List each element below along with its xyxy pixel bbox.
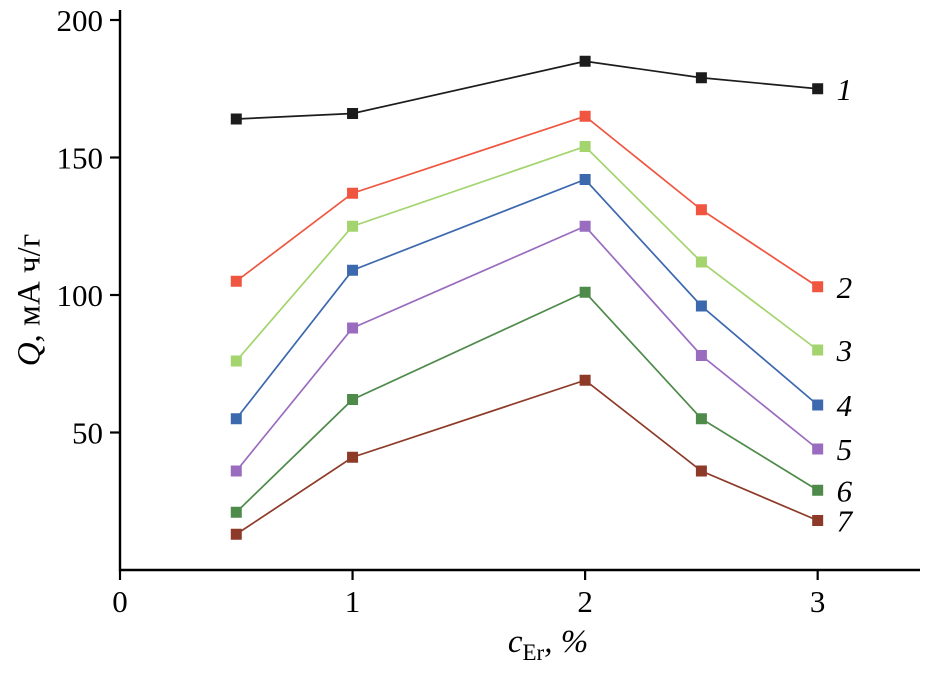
x-tick-label: 2 (577, 584, 593, 619)
y-tick-label: 100 (57, 278, 104, 313)
data-point (812, 443, 824, 455)
x-tick-label: 1 (345, 584, 361, 619)
series-label: 5 (837, 432, 853, 467)
series-line (236, 60, 818, 120)
data-point (579, 55, 591, 67)
data-point (230, 528, 242, 540)
series-label: 2 (837, 270, 853, 305)
series-line (235, 291, 819, 513)
data-point (812, 281, 824, 293)
data-point (347, 220, 359, 232)
series-label: 7 (837, 504, 854, 539)
x-tick-label: 3 (810, 584, 826, 619)
series-line (235, 379, 819, 535)
data-point (347, 394, 359, 405)
series-label: 1 (837, 72, 853, 107)
data-point (347, 264, 359, 276)
y-tick-label: 50 (72, 416, 103, 451)
data-point (579, 374, 591, 386)
data-point (695, 350, 707, 361)
y-tick-label: 150 (57, 141, 104, 176)
data-point (347, 322, 359, 334)
data-point (230, 413, 242, 425)
x-axis-units: , % (544, 624, 589, 661)
data-point (812, 344, 824, 356)
data-point (695, 256, 707, 268)
y-axis-variable: Q (11, 342, 48, 367)
x-axis-subscript: Er (522, 639, 545, 665)
data-point (812, 484, 824, 496)
data-point (230, 355, 242, 367)
data-point (812, 399, 824, 411)
data-point (579, 110, 591, 122)
x-tick-label: 0 (112, 584, 128, 619)
data-point (230, 113, 242, 125)
series-line (235, 225, 819, 472)
data-point (230, 465, 242, 477)
data-point (579, 220, 591, 232)
series-line (235, 145, 819, 362)
x-axis-variable: c (507, 624, 523, 661)
series-label: 3 (836, 333, 853, 368)
data-point (812, 515, 824, 526)
data-point (347, 187, 359, 199)
y-axis-label: Q, мА ч/г (12, 234, 49, 367)
data-point (230, 506, 242, 518)
y-tick-label: 200 (57, 3, 104, 38)
data-point (230, 275, 242, 287)
data-point (695, 300, 707, 312)
data-point (347, 108, 359, 119)
data-point (579, 174, 591, 185)
data-point (812, 83, 824, 95)
data-point (695, 204, 707, 216)
series-label: 4 (837, 388, 853, 423)
x-axis-label: cEr, % (508, 624, 588, 666)
data-point (579, 141, 591, 152)
data-point (695, 465, 707, 477)
data-point (695, 413, 707, 425)
data-point (579, 286, 591, 298)
y-axis-units: , мА ч/г (11, 233, 48, 343)
data-point (347, 451, 359, 463)
data-point (695, 72, 707, 84)
series-label: 6 (837, 473, 853, 508)
